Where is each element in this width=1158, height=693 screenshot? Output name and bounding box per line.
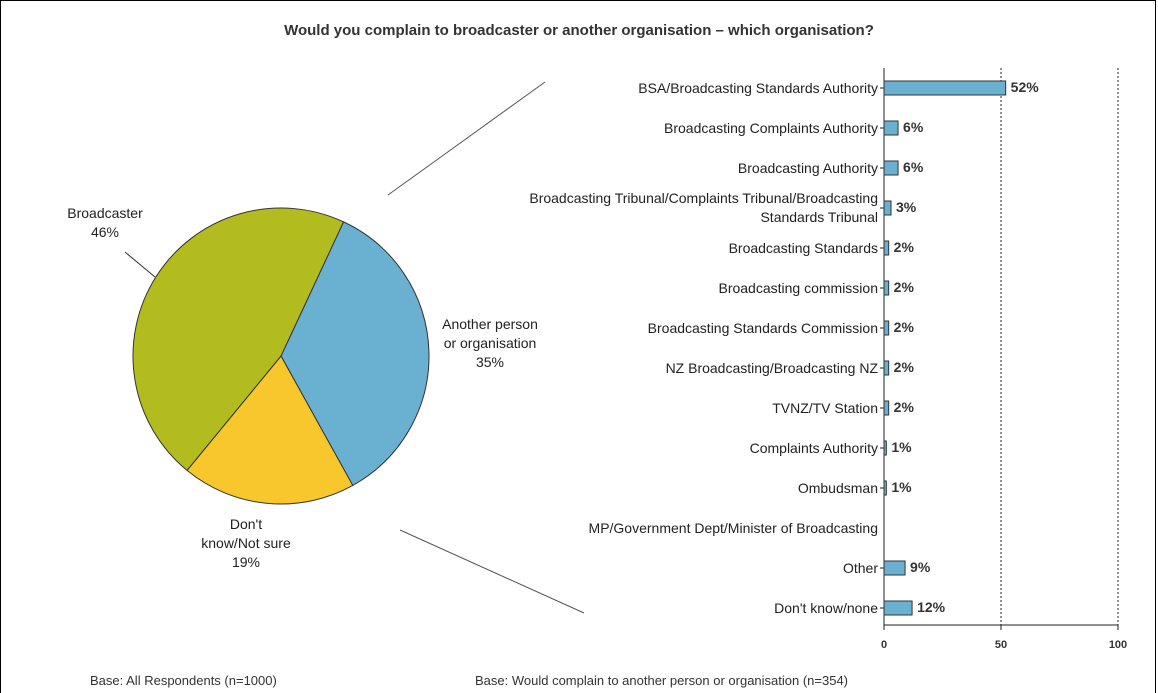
value-label: 1% [891, 439, 912, 455]
x-tick-label: 50 [994, 639, 1008, 651]
bar [883, 120, 899, 136]
pie-slice [132, 207, 345, 472]
slice-value: 46% [90, 224, 120, 240]
category-label: Broadcasting commission [718, 279, 878, 296]
category-label: Broadcasting Complaints Authority [664, 119, 878, 136]
x-tick-label: 0 [880, 639, 888, 651]
bar [883, 320, 890, 336]
bar [883, 200, 892, 216]
leader-line [124, 251, 156, 278]
slice-value: 19% [231, 554, 261, 570]
value-label: 2% [893, 319, 914, 335]
bar [883, 280, 890, 296]
category-label: TVNZ/TV Station [772, 399, 878, 416]
category-label: Other [842, 559, 878, 576]
category-label: NZ Broadcasting/Broadcasting NZ [665, 359, 878, 376]
category-label: Ombudsman [797, 479, 878, 496]
bar [883, 240, 890, 256]
value-label: 2% [893, 359, 914, 375]
value-label: 1% [891, 479, 912, 495]
bar [883, 440, 887, 456]
zoom-line [399, 529, 585, 614]
pie-slice [280, 221, 430, 487]
slice-name: Don't know/Not sure [201, 516, 291, 551]
base-note: Base: Would complain to another person o… [475, 673, 849, 688]
category-label: Don't know/none [774, 599, 878, 616]
category-label: BSA/Broadcasting Standards Authority [638, 79, 878, 96]
slice-label: Don't know/Not sure 19% [200, 515, 292, 572]
value-label: 9% [910, 559, 931, 575]
value-label: 52% [1010, 79, 1039, 95]
category-label: Broadcasting Standards [728, 239, 878, 256]
category-label: Broadcasting Tribunal/Complaints Tribuna… [529, 190, 878, 225]
category-label: Broadcasting Standards Commission [647, 319, 878, 336]
value-label: 2% [893, 239, 914, 255]
value-label: 3% [896, 199, 917, 215]
bar [883, 160, 899, 176]
bar [883, 600, 913, 616]
slice-value: 35% [475, 354, 505, 370]
value-label: 12% [917, 599, 946, 615]
category-label: Broadcasting Authority [737, 159, 878, 176]
bar [883, 560, 906, 576]
slice-name: Broadcaster [67, 205, 143, 221]
pie-slice [186, 355, 354, 505]
bar [883, 480, 887, 496]
value-label: 2% [893, 279, 914, 295]
slice-label: Another person or organisation 35% [440, 315, 540, 372]
category-label: MP/Government Dept/Minister of Broadcast… [588, 519, 878, 536]
value-label: 6% [903, 119, 924, 135]
slice-name: Another person or organisation [442, 316, 538, 351]
category-label: Complaints Authority [749, 439, 878, 456]
slice-label: Broadcaster 46% [55, 204, 155, 242]
x-tick-label: 100 [1108, 639, 1128, 651]
value-label: 6% [903, 159, 924, 175]
bar [883, 360, 890, 376]
base-note: Base: All Respondents (n=1000) [90, 673, 277, 688]
zoom-line [387, 81, 546, 196]
bar [883, 400, 890, 416]
chart-title: Would you complain to broadcaster or ano… [284, 22, 874, 39]
bar [883, 80, 1007, 96]
value-label: 2% [893, 399, 914, 415]
